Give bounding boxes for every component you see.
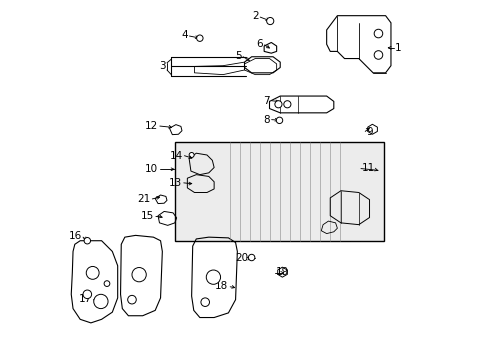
Circle shape <box>189 153 194 157</box>
Text: 15: 15 <box>141 211 154 221</box>
Text: 6: 6 <box>256 39 263 49</box>
Circle shape <box>274 101 282 108</box>
Text: 10: 10 <box>144 164 158 174</box>
Text: 21: 21 <box>137 194 150 204</box>
Text: 9: 9 <box>365 127 372 137</box>
Text: 12: 12 <box>144 121 158 131</box>
Circle shape <box>248 254 254 261</box>
Text: 8: 8 <box>263 114 270 125</box>
Circle shape <box>201 298 209 306</box>
Text: 11: 11 <box>361 163 374 173</box>
Text: 18: 18 <box>215 282 228 292</box>
Circle shape <box>206 270 220 284</box>
Text: 17: 17 <box>78 294 91 303</box>
Text: 16: 16 <box>68 231 81 242</box>
Text: 3: 3 <box>159 62 165 71</box>
Text: 13: 13 <box>168 178 182 188</box>
Text: 19: 19 <box>275 267 288 277</box>
Circle shape <box>266 18 273 24</box>
Circle shape <box>104 281 110 287</box>
Circle shape <box>373 29 382 38</box>
Text: 2: 2 <box>252 12 258 21</box>
FancyBboxPatch shape <box>175 143 383 241</box>
Text: 4: 4 <box>181 30 188 40</box>
Text: 14: 14 <box>169 151 183 161</box>
Circle shape <box>132 267 146 282</box>
Circle shape <box>373 51 382 59</box>
Circle shape <box>86 266 99 279</box>
Text: 7: 7 <box>263 96 270 106</box>
Circle shape <box>276 117 282 123</box>
Circle shape <box>84 238 90 244</box>
Circle shape <box>127 296 136 304</box>
Circle shape <box>83 290 91 298</box>
Text: 1: 1 <box>394 43 400 53</box>
Circle shape <box>283 101 290 108</box>
Circle shape <box>196 35 203 41</box>
Circle shape <box>94 294 108 309</box>
Text: 5: 5 <box>235 51 241 61</box>
Text: 20: 20 <box>235 253 248 263</box>
